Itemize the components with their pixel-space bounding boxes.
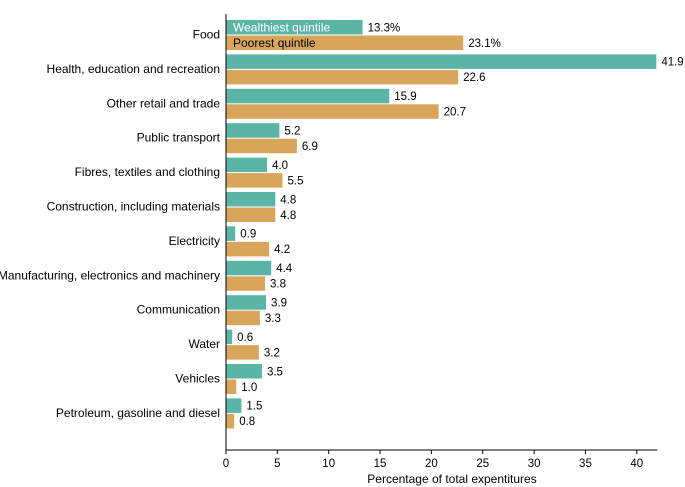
value-label: 23.1% bbox=[468, 38, 501, 50]
value-label: 4.8 bbox=[280, 194, 296, 206]
value-label: 22.6 bbox=[463, 72, 485, 84]
category-label: Health, education and recreation bbox=[47, 62, 220, 76]
bar-poorest bbox=[226, 207, 276, 222]
bar-poorest bbox=[226, 241, 270, 257]
bars-group bbox=[226, 20, 657, 429]
bar-poorest bbox=[226, 104, 439, 119]
value-label: 41.9 bbox=[661, 57, 683, 69]
bar-poorest bbox=[226, 69, 459, 85]
bar-poorest bbox=[226, 173, 283, 188]
value-label: 0.8 bbox=[239, 416, 255, 428]
bar-wealthiest bbox=[226, 88, 390, 104]
category-label: Food bbox=[193, 28, 220, 42]
category-label: Petroleum, gasoline and diesel bbox=[56, 406, 220, 420]
value-label: 4.4 bbox=[276, 263, 293, 275]
bar-poorest bbox=[226, 276, 266, 291]
category-label: Electricity bbox=[169, 234, 220, 248]
bar-poorest bbox=[226, 35, 464, 50]
value-label: 20.7 bbox=[444, 107, 466, 119]
category-label: Manufacturing, electronics and machinery bbox=[0, 268, 220, 282]
bar-wealthiest bbox=[226, 54, 657, 69]
value-label: 13.3% bbox=[368, 22, 401, 34]
value-label: 4.8 bbox=[280, 210, 296, 222]
category-label: Water bbox=[188, 337, 220, 351]
x-tick-label: 0 bbox=[223, 458, 229, 470]
bar-wealthiest bbox=[226, 398, 242, 413]
legend-entry: Poorest quintile bbox=[233, 36, 316, 50]
category-label: Other retail and trade bbox=[107, 96, 221, 110]
legend-entry: Wealthiest quintile bbox=[233, 20, 330, 34]
legend: Wealthiest quintile Poorest quintile bbox=[233, 20, 330, 50]
value-label: 5.2 bbox=[284, 125, 300, 137]
category-label: Construction, including materials bbox=[47, 200, 220, 214]
bar-poorest bbox=[226, 379, 237, 394]
category-label: Vehicles bbox=[175, 372, 220, 386]
x-tick-label: 10 bbox=[322, 458, 335, 470]
bar-wealthiest bbox=[226, 123, 280, 138]
value-label: 3.2 bbox=[264, 347, 280, 359]
bar-poorest bbox=[226, 345, 259, 360]
bar-wealthiest bbox=[226, 20, 363, 35]
value-label: 6.9 bbox=[302, 141, 318, 153]
x-axis-title: Percentage of total expentitures bbox=[367, 472, 536, 486]
category-label: Public transport bbox=[137, 131, 221, 145]
category-label: Communication bbox=[137, 303, 220, 317]
x-tick-label: 30 bbox=[528, 458, 541, 470]
bar-wealthiest bbox=[226, 157, 268, 173]
bar-wealthiest bbox=[226, 329, 233, 345]
x-tick-label: 15 bbox=[374, 458, 387, 470]
bar-wealthiest bbox=[226, 260, 272, 276]
value-label: 5.5 bbox=[287, 175, 303, 187]
value-label: 3.5 bbox=[267, 366, 283, 378]
x-tick-label: 35 bbox=[579, 458, 592, 470]
bar-wealthiest bbox=[226, 364, 262, 379]
category-label: Fibres, textiles and clothing bbox=[75, 165, 220, 179]
value-label: 3.8 bbox=[270, 279, 286, 291]
value-label: 4.2 bbox=[274, 244, 290, 256]
category-labels: Food Health, education and recreation Othe… bbox=[0, 28, 221, 420]
bar-poorest bbox=[226, 413, 235, 429]
x-tick-label: 40 bbox=[630, 458, 643, 470]
bar-poorest bbox=[226, 310, 260, 326]
bar-wealthiest bbox=[226, 226, 236, 241]
value-label: 3.3 bbox=[265, 313, 281, 325]
bar-wealthiest bbox=[226, 192, 276, 207]
x-axis-ticks: 0 5 10 15 20 25 30 35 40 bbox=[223, 450, 643, 470]
bar-wealthiest bbox=[226, 295, 267, 310]
x-tick-label: 5 bbox=[274, 458, 280, 470]
x-tick-label: 25 bbox=[476, 458, 489, 470]
x-tick-label: 20 bbox=[425, 458, 438, 470]
value-label: 1.0 bbox=[241, 382, 257, 394]
value-labels: 13.3% 23.1% 41.9 22.6 15.9 20.7 5.26.9 4.0 5.5 4.… bbox=[237, 22, 684, 428]
value-label: 4.0 bbox=[272, 160, 288, 172]
value-label: 0.6 bbox=[237, 332, 253, 344]
value-label: 3.9 bbox=[271, 297, 287, 309]
value-label: 0.9 bbox=[240, 229, 256, 241]
value-label: 1.5 bbox=[246, 401, 262, 413]
bar-poorest bbox=[226, 138, 297, 154]
value-label: 15.9 bbox=[394, 91, 416, 103]
